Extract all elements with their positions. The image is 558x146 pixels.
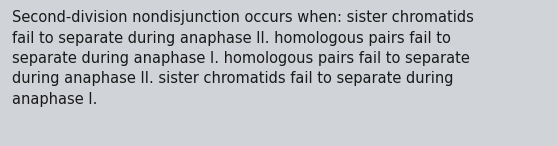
Text: Second-division nondisjunction occurs when: sister chromatids
fail to separate d: Second-division nondisjunction occurs wh… bbox=[12, 10, 474, 107]
